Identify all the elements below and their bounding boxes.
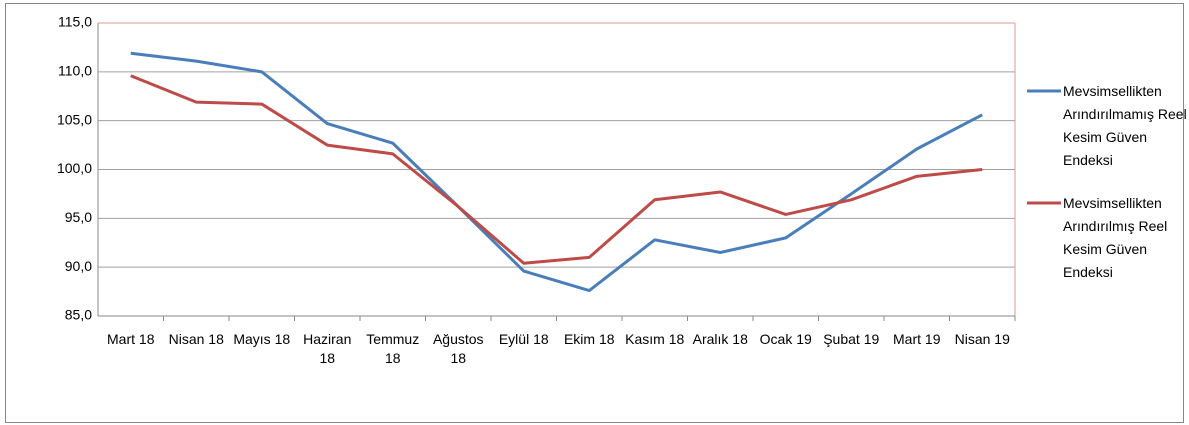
x-tick-label: Mart 18	[107, 331, 155, 347]
y-tick-label: 100,0	[57, 160, 92, 176]
legend-label: Mevsimsellikten Arındırılmamış Reel Kesi…	[1063, 83, 1187, 168]
y-tick-label: 90,0	[65, 258, 92, 274]
y-tick-label: 85,0	[65, 307, 92, 323]
x-tick-label: Aralık 18	[692, 331, 748, 347]
x-tick-label: Ocak 19	[759, 331, 812, 347]
series-line	[130, 51, 983, 293]
y-tick-label: 105,0	[57, 111, 92, 127]
y-tick-label: 95,0	[65, 209, 92, 225]
x-tick-label: Eylül 18	[498, 331, 549, 347]
x-tick-label: Şubat 19	[823, 331, 880, 347]
x-tick-label: Temmuz 18	[366, 331, 420, 366]
x-tick-label: Haziran 18	[303, 331, 352, 366]
legend-label: Mevsimsellikten Arındırılmış Reel Kesim …	[1063, 195, 1168, 280]
x-tick-label: Kasım 18	[625, 331, 685, 347]
x-tick-label: Ağustos 18	[432, 331, 484, 366]
x-tick-label: Mayıs 18	[233, 331, 291, 347]
x-tick-label: Nisan 19	[954, 331, 1010, 347]
y-tick-label: 110,0	[58, 63, 92, 79]
x-tick-label: Nisan 18	[168, 331, 224, 347]
y-tick-label: 115,0	[58, 14, 92, 30]
x-tick-label: Mart 19	[893, 331, 941, 347]
x-tick-label: Ekim 18	[563, 331, 615, 347]
series-line	[130, 74, 983, 265]
chart-frame	[5, 3, 1184, 423]
